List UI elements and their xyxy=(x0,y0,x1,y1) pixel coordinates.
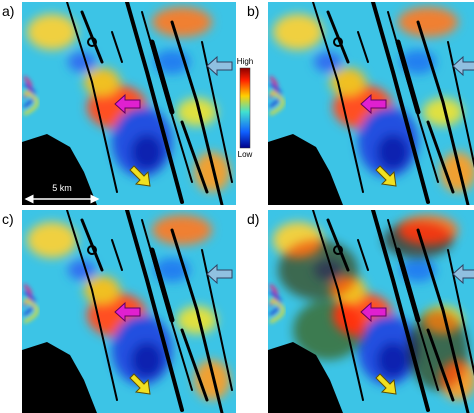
panel-d xyxy=(268,210,474,413)
panel-label: a) xyxy=(2,3,14,19)
panel-a: 5 km xyxy=(22,2,236,205)
scale-bar: 5 km xyxy=(24,183,100,204)
colorbar-gradient xyxy=(239,67,251,149)
panel-d-map xyxy=(268,210,474,413)
panel-label: b) xyxy=(247,3,259,19)
panel-label: d) xyxy=(247,211,259,227)
colorbar-low: Low xyxy=(238,150,253,159)
scale-label: 5 km xyxy=(52,183,72,193)
panel-c xyxy=(22,210,236,413)
panel-label: c) xyxy=(2,211,14,227)
panel-b xyxy=(268,2,474,205)
colorbar: High Low xyxy=(237,57,253,159)
colorbar-high: High xyxy=(237,57,253,66)
